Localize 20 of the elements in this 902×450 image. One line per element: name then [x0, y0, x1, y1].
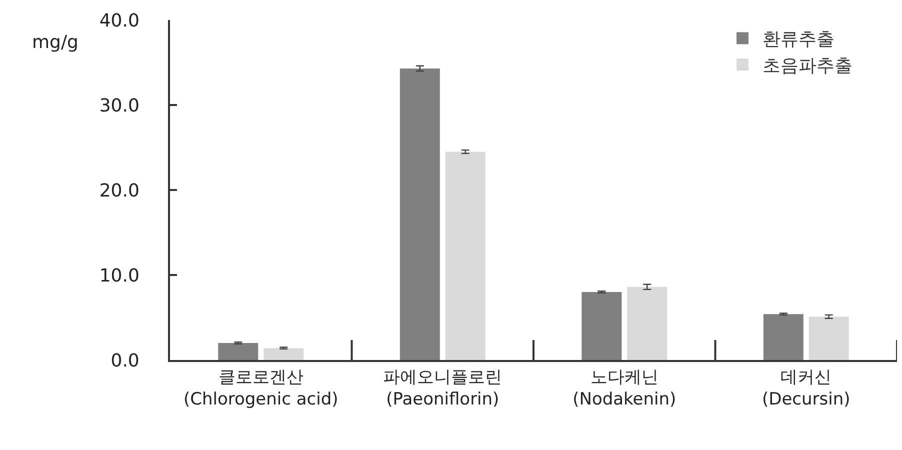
bar: [264, 348, 304, 360]
y-axis-title: mg/g: [32, 32, 78, 53]
bar: [445, 152, 486, 360]
legend-label: 환류추출: [762, 29, 835, 50]
y-tick-label: 30.0: [99, 95, 140, 116]
y-tick-label: 10.0: [99, 265, 140, 286]
bar: [582, 292, 622, 360]
y-tick-label: 20.0: [99, 180, 140, 202]
x-tick-label: 파에오니플로린 (Paeoniflorin): [383, 367, 502, 410]
x-tick-label: 노다케닌 (Nodakenin): [572, 367, 676, 410]
bar: [808, 316, 849, 360]
y-tick-label: 0.0: [110, 350, 140, 372]
bar: [218, 343, 258, 360]
x-tick-label: 데커신 (Decursin): [762, 367, 850, 410]
y-tick-label: 40.0: [99, 10, 140, 32]
bar: [400, 68, 440, 360]
legend-label: 초음파추출: [762, 56, 853, 77]
x-tick-label: 클로로겐산 (Chlorogenic acid): [183, 367, 338, 410]
bar: [627, 286, 668, 360]
bar: [763, 314, 804, 360]
